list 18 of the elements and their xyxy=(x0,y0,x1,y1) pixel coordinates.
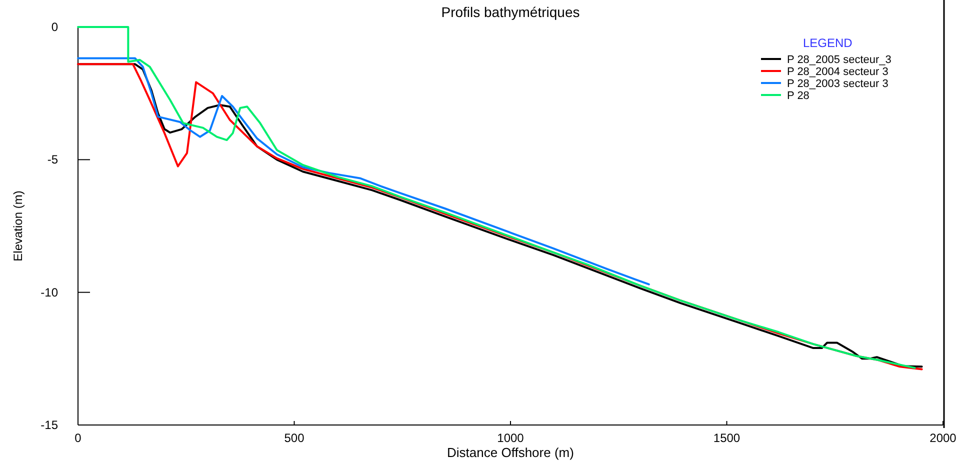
y-tick-label: -5 xyxy=(47,152,58,167)
y-tick-label: -15 xyxy=(40,418,58,432)
y-tick-label: -10 xyxy=(40,285,58,300)
legend-label: P 28 xyxy=(787,90,810,102)
legend-label: P 28_2004 secteur 3 xyxy=(787,66,888,78)
line-series xyxy=(77,57,650,286)
x-tick-label: 0 xyxy=(74,431,82,445)
legend-title: LEGEND xyxy=(803,36,853,50)
x-tick-label: 500 xyxy=(284,431,305,445)
y-tick-label: 0 xyxy=(51,20,58,34)
chart-title: Profils bathymétriques xyxy=(441,4,580,20)
x-tick-label: 1500 xyxy=(713,431,740,445)
x-axis-title: Distance Offshore (m) xyxy=(447,445,574,460)
x-tick-label: 1000 xyxy=(497,431,524,445)
legend-label: P 28_2005 secteur_3 xyxy=(787,54,892,66)
legend-label: P 28_2003 secteur 3 xyxy=(787,78,888,90)
x-tick-label: 2000 xyxy=(930,431,957,445)
y-axis-title: Elevation (m) xyxy=(11,190,25,262)
